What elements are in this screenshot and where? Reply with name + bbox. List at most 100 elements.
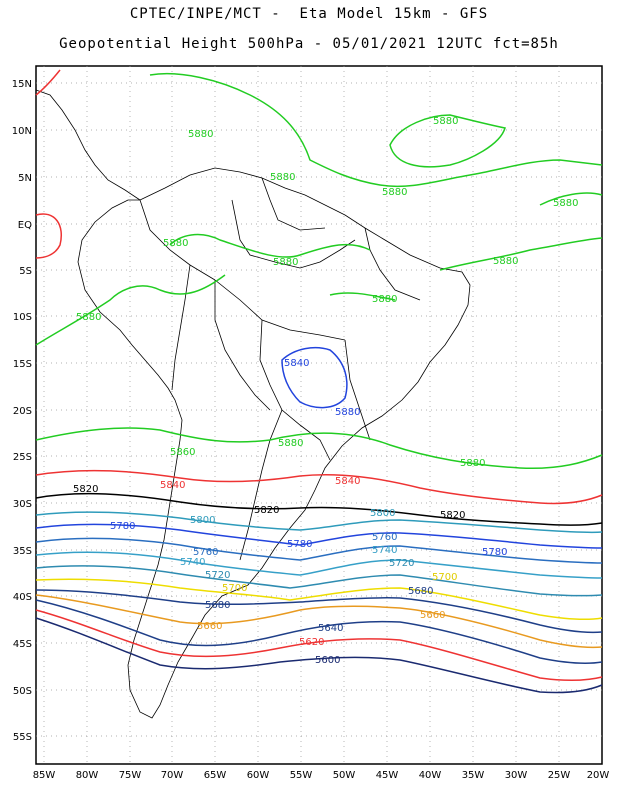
lat-label: 30S [13,499,32,510]
contour-label: 5880 [163,238,188,249]
contour-5880 [389,114,506,168]
lat-label: 15S [13,359,32,370]
lon-label: 45W [376,770,399,781]
contour-label: 5680 [205,600,230,611]
lon-label: 25W [548,770,571,781]
contour-label: 5600 [315,655,340,666]
contour-label: 5700 [432,572,457,583]
contour-label: 5820 [254,505,279,516]
contour-5880 [329,292,396,301]
contour-label: 5820 [73,484,98,495]
lon-label: 65W [204,770,227,781]
lat-label: EQ [18,220,32,231]
contour-label: 5700 [222,583,247,594]
lon-labels: 85W 80W 75W 70W 65W 60W 55W 50W 45W 40W … [33,770,610,781]
contour-label: 5640 [318,623,343,634]
lat-label: 5S [19,266,32,277]
lat-label: 10S [13,312,32,323]
lat-label: 50S [13,686,32,697]
contour-5880 [35,274,226,346]
contour-label: 5740 [372,545,397,556]
contour-5840-blue [281,347,348,409]
contour-label: 5820 [440,510,465,521]
contour-label: 5860 [170,447,195,458]
map-title-line1: CPTEC/INPE/MCT - Eta Model 15km - GFS [129,6,489,22]
lat-label: 5N [18,173,32,184]
contour-label: 5760 [372,532,397,543]
contour-label: 5780 [110,521,135,532]
contour-label: 5800 [370,508,395,519]
map-title-line2: Geopotential Height 500hPa - 05/01/2021 … [59,36,559,52]
contour-label: 5880 [382,187,407,198]
contour-5740 [35,551,603,579]
contour-5680 [35,589,603,634]
contour-5600 [35,617,603,694]
contour-label: 5840 [284,358,309,369]
lat-label: 25S [13,452,32,463]
contour-5880 [35,427,603,470]
contour-label: 5780 [287,539,312,550]
contour-5880 [539,192,603,206]
contour-5760 [35,537,603,564]
contour-label: 5880 [460,458,485,469]
lon-label: 75W [119,770,142,781]
contour-5880 [439,237,603,271]
contour-5840 [35,469,603,505]
contour-label: 5740 [180,557,205,568]
contour-label: 5880 [188,129,213,140]
contour-5620 [35,609,603,681]
contour-red-corner [35,69,61,96]
lat-label: 55S [13,732,32,743]
lat-labels: 15N 10N 5N EQ 5S 10S 15S 20S 25S 30S 35S… [12,79,32,743]
map-frame [35,65,603,765]
contour-red-left [35,213,62,259]
contour-label: 5760 [193,547,218,558]
lat-label: 15N [12,79,32,90]
contour-5800 [35,511,603,534]
lat-label: 45S [13,639,32,650]
lat-label: 20S [13,406,32,417]
contour-label: 5840 [335,476,360,487]
contour-labels: 5880 5880 5880 5880 5880 5880 5880 5880 … [73,116,578,666]
lon-label: 30W [505,770,528,781]
lon-label: 85W [33,770,56,781]
contour-label: 5680 [408,586,433,597]
lon-label: 35W [462,770,485,781]
contour-label: 5880 [372,294,397,305]
coastlines [35,89,471,719]
contour-label: 5660 [420,610,445,621]
contour-label: 5880 [493,256,518,267]
contour-label: 5660 [197,621,222,632]
contour-label: 5880 [270,172,295,183]
lon-label: 20W [587,770,610,781]
contour-label: 5880 [76,312,101,323]
lon-label: 50W [333,770,356,781]
contour-label: 5780 [482,547,507,558]
contour-5880 [169,233,371,258]
lat-label: 35S [13,546,32,557]
contour-5660 [35,594,603,649]
lon-label: 40W [419,770,442,781]
contour-5880 [149,72,603,188]
lat-label: 10N [12,126,32,137]
lat-label: 40S [13,592,32,603]
contour-5640 [35,599,603,664]
contour-label: 5840 [160,480,185,491]
contour-label: 5620 [299,637,324,648]
contour-5820 [35,492,603,526]
contour-label: 5880 [335,407,360,418]
contour-label: 5880 [433,116,458,127]
contour-label: 5720 [205,570,230,581]
contour-label: 5720 [389,558,414,569]
contour-5720 [35,565,603,597]
contour-5700 [35,578,603,620]
contour-label: 5880 [553,198,578,209]
lon-label: 70W [161,770,184,781]
lon-label: 55W [290,770,313,781]
contour-label: 5800 [190,515,215,526]
lon-label: 60W [247,770,270,781]
contour-label: 5880 [278,438,303,449]
lon-label: 80W [76,770,99,781]
contour-label: 5880 [273,257,298,268]
